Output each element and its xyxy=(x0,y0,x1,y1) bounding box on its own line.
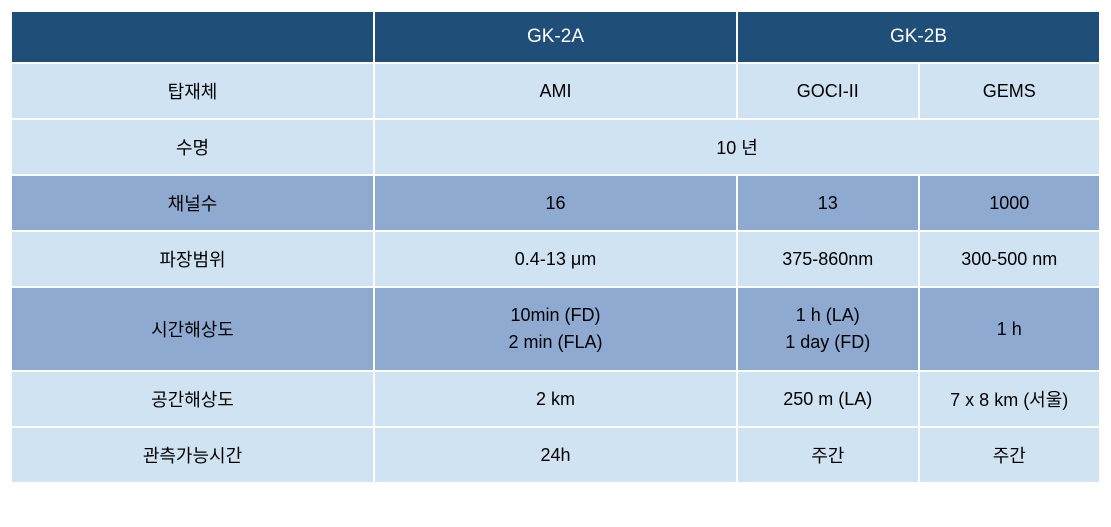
channels-gk2b-gems: 1000 xyxy=(919,175,1101,231)
temporal-gk2a-line2: 2 min (FLA) xyxy=(508,332,602,352)
temporal-gk2a-line1: 10min (FD) xyxy=(510,305,600,325)
wavelength-gk2b-goci: 375-860nm xyxy=(737,231,919,287)
obs-time-gk2a: 24h xyxy=(374,427,737,483)
header-gk2b-cell: GK-2B xyxy=(737,11,1100,63)
header-gk2a-cell: GK-2A xyxy=(374,11,737,63)
obs-time-gk2b-goci: 주간 xyxy=(737,427,919,483)
row-spatial: 공간해상도 2 km 250 m (LA) 7 x 8 km (서울) xyxy=(11,371,1100,427)
temporal-goci-line1: 1 h (LA) xyxy=(796,305,860,325)
lifetime-label: 수명 xyxy=(11,119,374,175)
wavelength-gk2a: 0.4-13 μm xyxy=(374,231,737,287)
row-payload: 탑재체 AMI GOCI-II GEMS xyxy=(11,63,1100,119)
payload-gk2b-gems: GEMS xyxy=(919,63,1101,119)
row-obs-time: 관측가능시간 24h 주간 주간 xyxy=(11,427,1100,483)
row-channels: 채널수 16 13 1000 xyxy=(11,175,1100,231)
wavelength-label: 파장범위 xyxy=(11,231,374,287)
channels-gk2a: 16 xyxy=(374,175,737,231)
satellite-spec-table: GK-2A GK-2B 탑재체 AMI GOCI-II GEMS 수명 10 년… xyxy=(10,10,1101,484)
payload-gk2b-goci: GOCI-II xyxy=(737,63,919,119)
spatial-gk2b-gems: 7 x 8 km (서울) xyxy=(919,371,1101,427)
header-blank-cell xyxy=(11,11,374,63)
payload-gk2a: AMI xyxy=(374,63,737,119)
temporal-gk2b-goci: 1 h (LA) 1 day (FD) xyxy=(737,287,919,371)
wavelength-gk2b-gems: 300-500 nm xyxy=(919,231,1101,287)
row-lifetime: 수명 10 년 xyxy=(11,119,1100,175)
spatial-gk2b-goci: 250 m (LA) xyxy=(737,371,919,427)
temporal-gk2b-gems: 1 h xyxy=(919,287,1101,371)
temporal-gk2a: 10min (FD) 2 min (FLA) xyxy=(374,287,737,371)
row-temporal: 시간해상도 10min (FD) 2 min (FLA) 1 h (LA) 1 … xyxy=(11,287,1100,371)
payload-label: 탑재체 xyxy=(11,63,374,119)
lifetime-value: 10 년 xyxy=(374,119,1100,175)
spatial-label: 공간해상도 xyxy=(11,371,374,427)
temporal-label: 시간해상도 xyxy=(11,287,374,371)
obs-time-gk2b-gems: 주간 xyxy=(919,427,1101,483)
table-header-row: GK-2A GK-2B xyxy=(11,11,1100,63)
channels-gk2b-goci: 13 xyxy=(737,175,919,231)
spatial-gk2a: 2 km xyxy=(374,371,737,427)
channels-label: 채널수 xyxy=(11,175,374,231)
obs-time-label: 관측가능시간 xyxy=(11,427,374,483)
temporal-goci-line2: 1 day (FD) xyxy=(785,332,870,352)
row-wavelength: 파장범위 0.4-13 μm 375-860nm 300-500 nm xyxy=(11,231,1100,287)
